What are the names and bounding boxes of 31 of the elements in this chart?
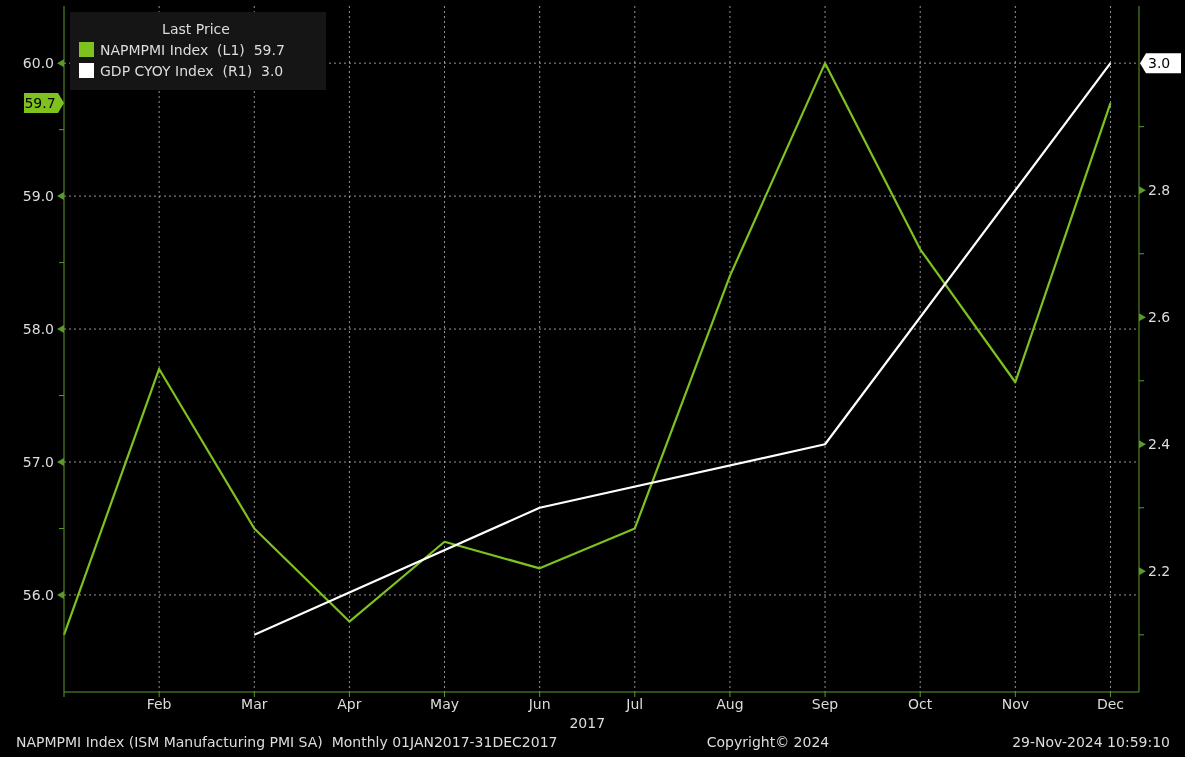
text: 29-Nov-2024 10:59:10 (1012, 734, 1170, 750)
text: NAPMPMI Index (ISM Manufacturing PMI SA) Monthly 01JAN2017-31DEC2017 (16, 734, 558, 750)
x-axis-title: 2017 (569, 715, 606, 731)
x-tick-label: Apr (337, 696, 362, 712)
y-tick-label: 59.0 (22, 188, 54, 205)
line-series (62, 62, 1112, 636)
line-series (253, 62, 1112, 636)
x-tick-label: Feb (146, 696, 172, 712)
x-tick-label: May (430, 696, 460, 712)
x-tick-label: Jun (527, 696, 551, 712)
x-tick-label: Sep (811, 696, 839, 712)
y2-tick-label: 2.8 (1148, 182, 1171, 199)
x-tick-label: Mar (241, 696, 268, 712)
y-tick-label: 56.0 (22, 586, 54, 603)
y2-tick-label: 2.2 (1148, 563, 1171, 580)
y-tick-label: 57.0 (22, 453, 54, 470)
y2-tick-label: 2.4 (1148, 436, 1171, 453)
x-tick-label: Dec (1096, 696, 1125, 712)
text: Copyright© 2024 (706, 734, 830, 750)
legend-label: GDP CYOY Index (R1) 3.0 (100, 62, 284, 79)
x-tick-label: Nov (1001, 696, 1029, 712)
x-tick-label: Aug (716, 696, 744, 712)
text: 59.7 (24, 94, 56, 111)
y-tick-label: 58.0 (22, 320, 54, 337)
x-tick-label: Oct (908, 696, 933, 712)
x-tick-label: Jul (625, 696, 644, 712)
y-tick-label: 60.0 (22, 55, 54, 72)
y2-tick-label: 3.0 (1148, 55, 1171, 72)
legend-label: NAPMPMI Index (L1) 59.7 (100, 41, 285, 58)
legend-title: Last Price (162, 21, 230, 37)
y2-tick-label: 2.6 (1148, 309, 1171, 326)
